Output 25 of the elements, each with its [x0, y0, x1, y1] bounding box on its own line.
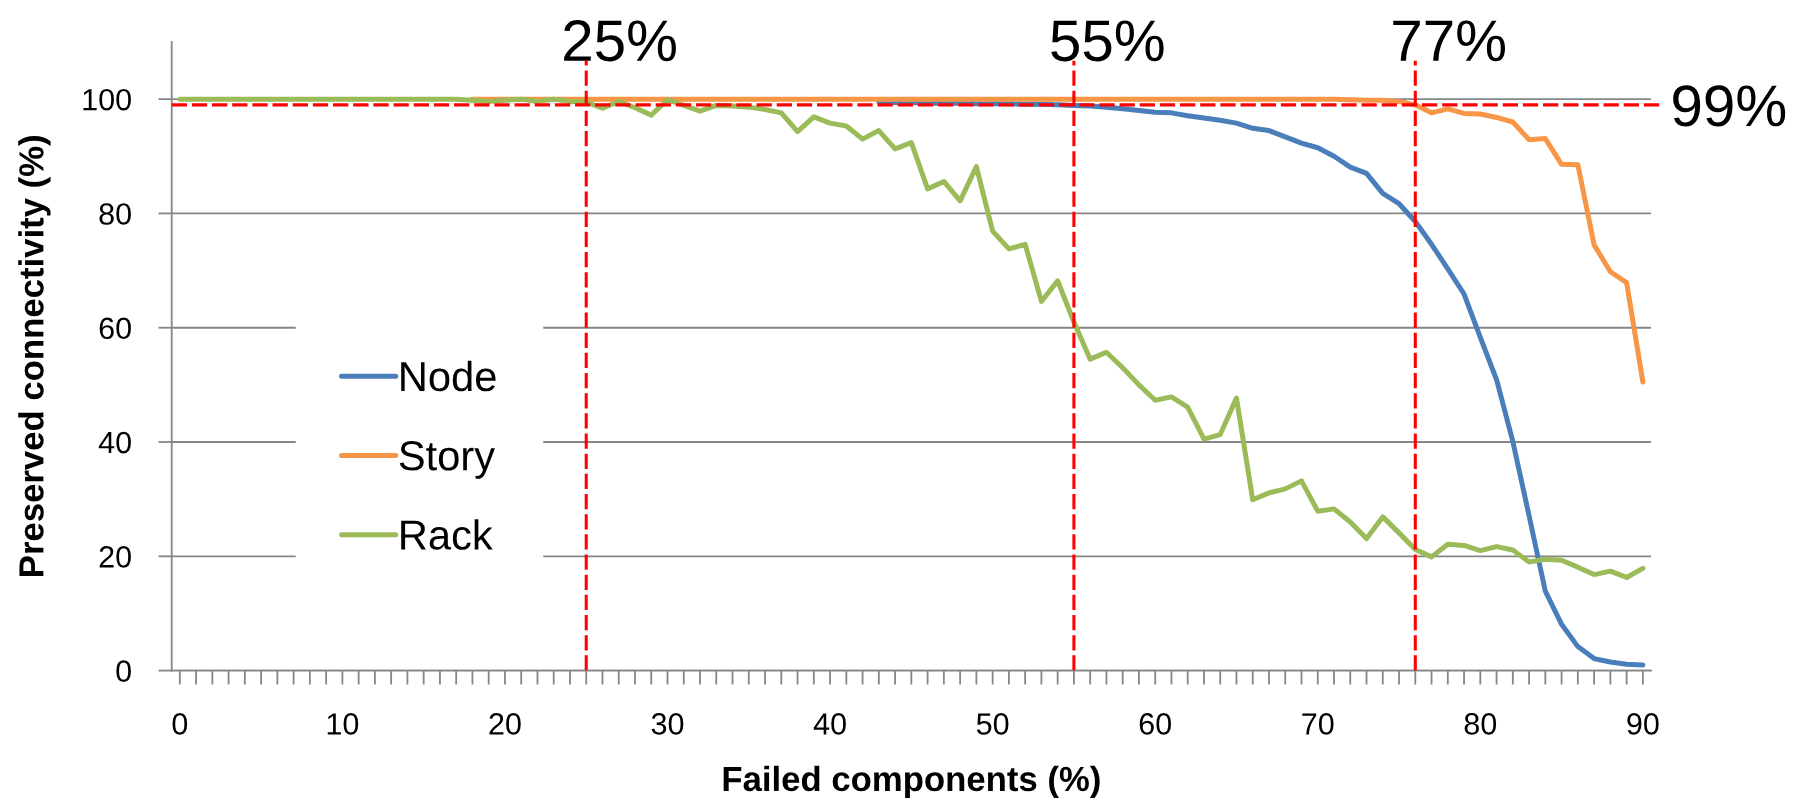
y-tick-label: 60	[99, 317, 131, 340]
y-tick-label: 80	[99, 203, 131, 225]
ref-line-label: 99%	[1673, 85, 1786, 127]
x-axis-title: Failed components (%)	[723, 765, 1100, 799]
ref-line-label: 55%	[1051, 20, 1164, 62]
x-tick-label: 90	[1627, 713, 1659, 735]
y-axis-title: Preserved connectivity (%)	[18, 136, 51, 576]
x-tick-label: 80	[1464, 713, 1497, 735]
x-tick-label: 60	[1139, 713, 1171, 735]
x-tick-label: 0	[172, 713, 188, 735]
ref-line-label: 25%	[564, 20, 676, 62]
x-tick-label: 50	[976, 713, 1009, 735]
y-tick-label: 0	[116, 660, 131, 682]
x-tick-label: 10	[327, 713, 359, 735]
x-tick-label: 20	[489, 713, 521, 735]
legend-label: Story	[399, 441, 495, 479]
x-tick-label: 30	[651, 713, 684, 735]
y-tick-label: 20	[99, 546, 131, 568]
y-tick-label: 40	[98, 431, 131, 454]
x-tick-label: 40	[813, 713, 846, 735]
legend-label: Rack	[401, 519, 493, 550]
y-tick-label: 100	[83, 88, 131, 111]
legend-label: Node	[401, 360, 496, 392]
x-tick-label: 70	[1302, 713, 1334, 735]
annotation: 77%	[1393, 20, 1505, 62]
